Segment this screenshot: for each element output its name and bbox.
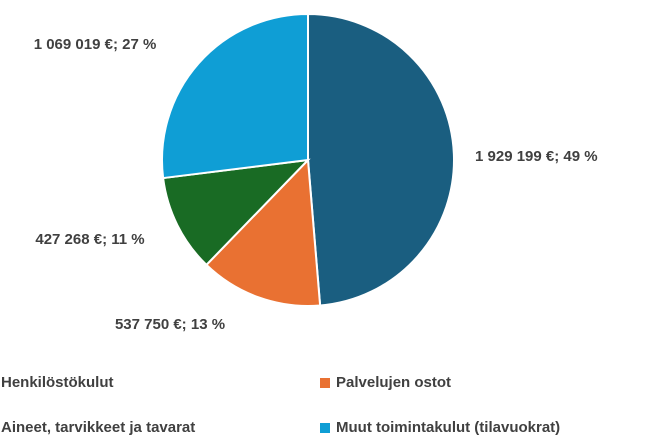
legend-label: Aineet, tarvikkeet ja tavarat — [1, 419, 195, 436]
pie-slice — [161, 12, 309, 180]
legend-label: Palvelujen ostot — [336, 374, 451, 391]
data-label: 537 750 €; 13 % — [115, 316, 225, 333]
legend-label: Muut toimintakulut (tilavuokrat) — [336, 419, 560, 436]
data-label: 427 268 €; 11 % — [35, 231, 144, 248]
data-label: 1 929 199 €; 49 % — [475, 148, 598, 165]
pie-slice — [205, 157, 322, 307]
pie-slice — [162, 158, 311, 267]
legend-label: Henkilöstökulut — [1, 374, 114, 391]
legend-marker — [320, 423, 330, 433]
legend-marker — [320, 378, 330, 388]
data-label: 1 069 019 €; 27 % — [34, 36, 157, 53]
pie-slice — [307, 12, 455, 307]
